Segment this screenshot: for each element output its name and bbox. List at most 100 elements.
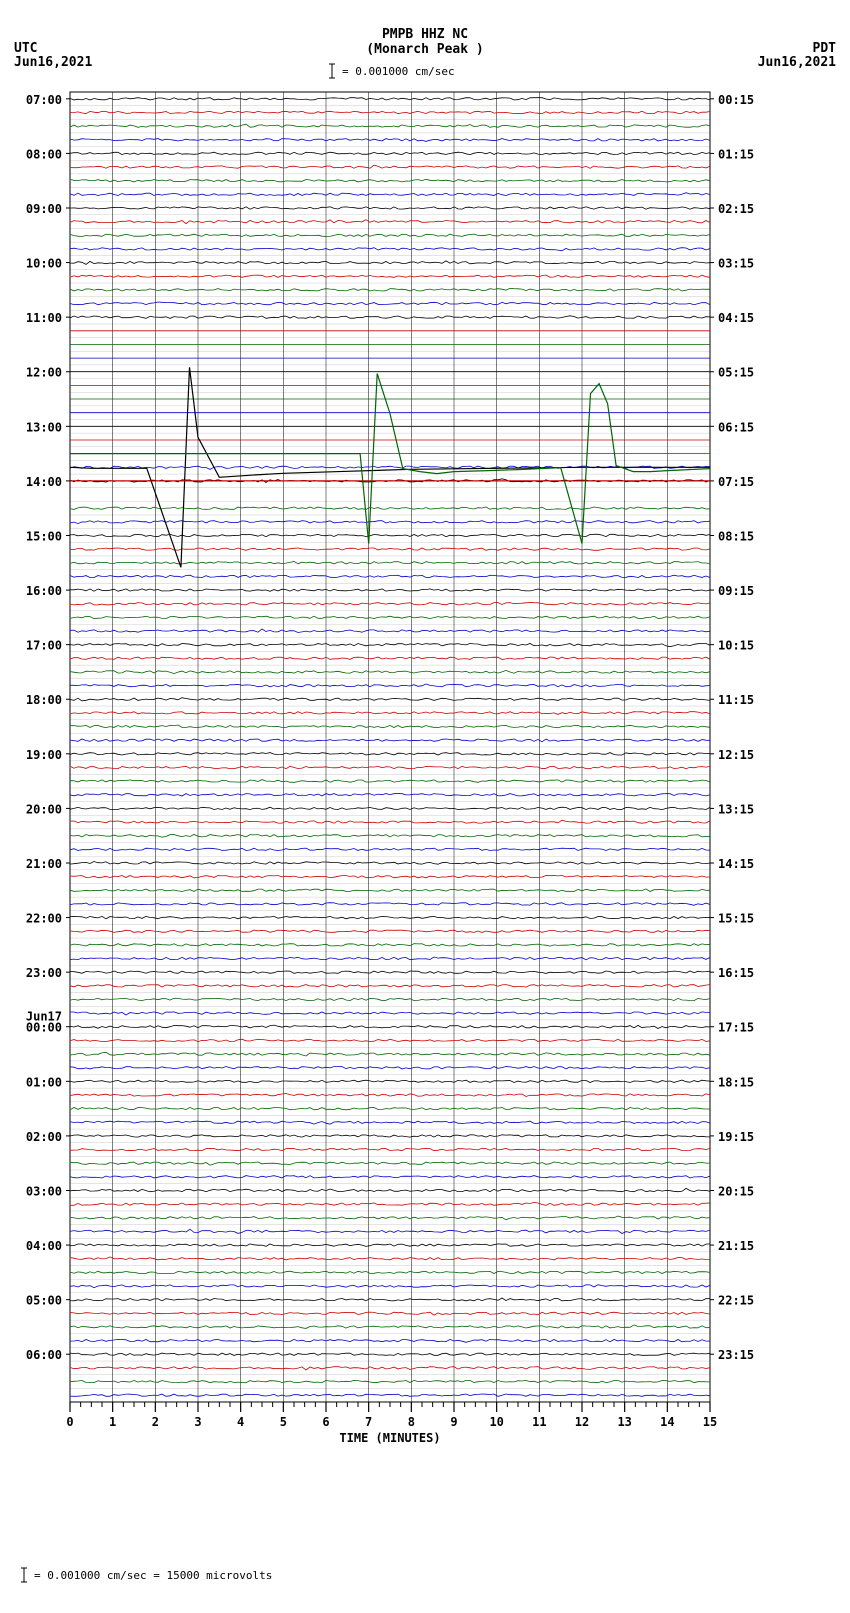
- trace-line: [70, 575, 710, 577]
- right-time-label: 02:15: [718, 202, 754, 216]
- trace-line: [70, 698, 710, 701]
- trace-line: [70, 1285, 710, 1288]
- trace-line: [70, 1312, 710, 1315]
- left-time-label: 04:00: [26, 1239, 62, 1253]
- trace-line: [70, 1148, 710, 1150]
- right-time-label: 07:15: [718, 475, 754, 489]
- trace-line: [70, 835, 710, 838]
- right-time-label: 10:15: [718, 639, 754, 653]
- trace-line: [70, 152, 710, 154]
- trace-line: [70, 1052, 710, 1056]
- right-time-label: 22:15: [718, 1294, 754, 1308]
- trace-line: [70, 1094, 710, 1097]
- left-time-label: 18:00: [26, 693, 62, 707]
- left-time-label: 22:00: [26, 912, 62, 926]
- left-time-label: 19:00: [26, 748, 62, 762]
- trace-line: [70, 684, 710, 687]
- right-time-label: 05:15: [718, 366, 754, 380]
- trace-line: [70, 1176, 710, 1178]
- right-time-label: 21:15: [718, 1239, 754, 1253]
- right-time-label: 08:15: [718, 529, 754, 543]
- left-time-label: 07:00: [26, 93, 62, 107]
- left-tz: UTC: [14, 41, 37, 56]
- left-time-label: 10:00: [26, 257, 62, 271]
- right-time-label: 11:15: [718, 693, 754, 707]
- trace-line: [70, 848, 710, 850]
- trace-line: [70, 1271, 710, 1273]
- trace-line: [70, 1162, 710, 1165]
- seismogram-svg: PMPB HHZ NC(Monarch Peak )UTCJun16,2021P…: [0, 0, 850, 1613]
- trace-line: [70, 903, 710, 906]
- x-tick-label: 1: [109, 1415, 116, 1429]
- trace-line: [70, 98, 710, 100]
- trace-line: [70, 1012, 710, 1015]
- trace-line: [70, 220, 710, 224]
- trace-line: [70, 1216, 710, 1220]
- trace-line: [70, 766, 710, 768]
- right-time-label: 00:15: [718, 93, 754, 107]
- seismic-event: [70, 367, 710, 567]
- left-time-label: 00:00: [26, 1021, 62, 1035]
- trace-line: [70, 275, 710, 277]
- trace-line: [70, 1394, 710, 1396]
- trace-line: [70, 139, 710, 142]
- trace-line: [70, 944, 710, 946]
- x-tick-label: 5: [280, 1415, 287, 1429]
- x-tick-label: 10: [489, 1415, 503, 1429]
- x-tick-label: 0: [66, 1415, 73, 1429]
- trace-line: [70, 1202, 710, 1205]
- right-time-label: 09:15: [718, 584, 754, 598]
- trace-line: [70, 862, 710, 865]
- x-axis-label: TIME (MINUTES): [339, 1431, 440, 1445]
- right-time-label: 18:15: [718, 1075, 754, 1089]
- trace-line: [70, 1080, 710, 1082]
- trace-line: [70, 985, 710, 988]
- right-time-label: 13:15: [718, 802, 754, 816]
- trace-line: [70, 1380, 710, 1382]
- left-time-label: 01:00: [26, 1075, 62, 1089]
- trace-line: [70, 193, 710, 196]
- trace-line: [70, 548, 710, 550]
- left-time-label: 15:00: [26, 529, 62, 543]
- trace-line: [70, 1367, 710, 1370]
- x-tick-label: 4: [237, 1415, 244, 1429]
- trace-line: [70, 629, 710, 633]
- trace-line: [70, 1229, 710, 1233]
- trace-line: [70, 1339, 710, 1342]
- trace-line: [70, 165, 710, 168]
- scale-text: = 0.001000 cm/sec: [342, 65, 455, 78]
- trace-line: [70, 179, 710, 182]
- left-time-label: 09:00: [26, 202, 62, 216]
- trace-line: [70, 534, 710, 536]
- trace-line: [70, 1325, 710, 1329]
- right-time-label: 01:15: [718, 147, 754, 161]
- trace-line: [70, 739, 710, 742]
- trace-line: [70, 234, 710, 236]
- x-tick-label: 12: [575, 1415, 589, 1429]
- right-time-label: 15:15: [718, 912, 754, 926]
- left-date: Jun16,2021: [14, 55, 92, 70]
- trace-line: [70, 1107, 710, 1109]
- trace-line: [70, 1025, 710, 1028]
- trace-line: [70, 930, 710, 932]
- trace-line: [70, 316, 710, 319]
- trace-line: [70, 820, 710, 823]
- x-tick-label: 6: [322, 1415, 329, 1429]
- footer-scale-text: = 0.001000 cm/sec = 15000 microvolts: [34, 1569, 272, 1582]
- x-tick-label: 11: [532, 1415, 546, 1429]
- left-time-label: 20:00: [26, 802, 62, 816]
- left-time-label: 17:00: [26, 639, 62, 653]
- left-time-label: 03:00: [26, 1184, 62, 1198]
- trace-line: [70, 248, 710, 251]
- right-time-label: 14:15: [718, 857, 754, 871]
- station-code: PMPB HHZ NC: [382, 27, 468, 42]
- trace-line: [70, 1298, 710, 1301]
- trace-line: [70, 124, 710, 127]
- trace-line: [70, 725, 710, 728]
- right-time-label: 03:15: [718, 257, 754, 271]
- right-time-label: 17:15: [718, 1021, 754, 1035]
- trace-line: [70, 670, 710, 673]
- trace-line: [70, 261, 710, 265]
- left-time-label: 14:00: [26, 475, 62, 489]
- trace-line: [70, 794, 710, 797]
